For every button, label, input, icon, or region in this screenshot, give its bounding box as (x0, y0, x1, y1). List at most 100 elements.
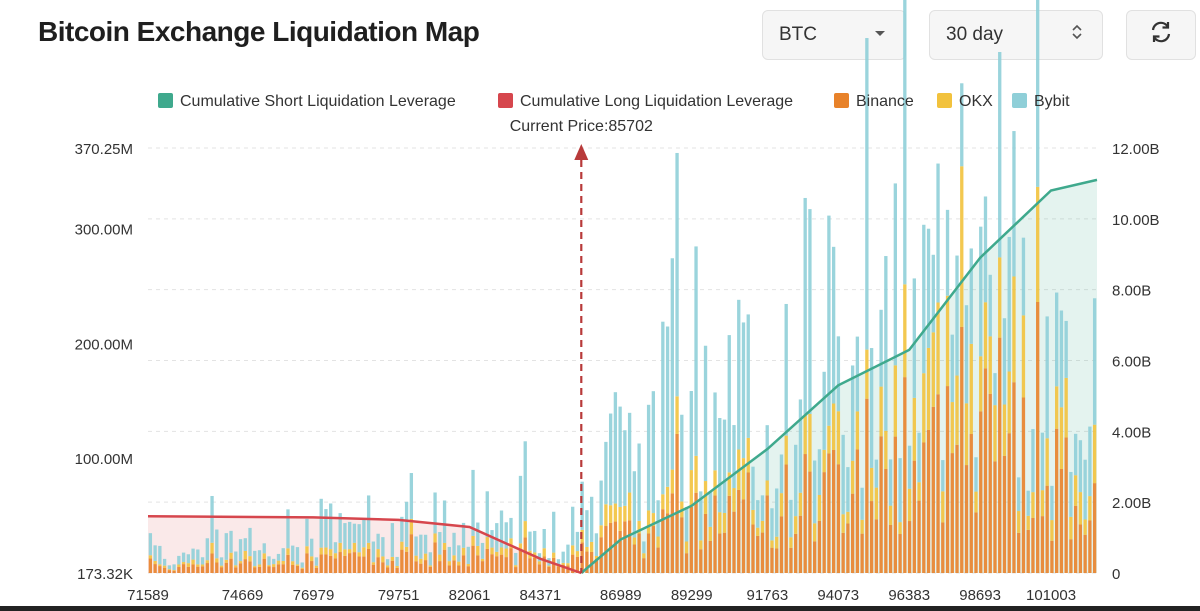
okx-bar (903, 284, 907, 378)
bybit-bar (955, 255, 959, 376)
okx-bar (822, 449, 826, 473)
okx-bar (1017, 511, 1021, 533)
okx-bar (627, 492, 632, 521)
bybit-bar (988, 274, 992, 337)
bybit-bar (314, 557, 319, 566)
binance-bar (893, 436, 897, 573)
binance-bar (561, 564, 565, 573)
bybit-bar (338, 513, 342, 543)
okx-bar (177, 564, 181, 568)
bybit-bar (310, 538, 314, 557)
binance-bar (1059, 468, 1064, 573)
binance-bar (960, 326, 964, 573)
okx-bar (794, 516, 798, 534)
legend-bybit-label: Bybit (1034, 93, 1070, 110)
x-axis-tick-label: 71589 (127, 587, 169, 604)
x-axis-tick-label: 79751 (378, 587, 420, 604)
bybit-bar (589, 496, 594, 542)
bybit-bar (865, 38, 869, 350)
okx-bar (912, 397, 916, 461)
bybit-bar (376, 533, 380, 550)
right-axis-tick-label: 8.00B (1112, 283, 1151, 300)
bybit-bar (926, 228, 931, 348)
bybit-bar (893, 183, 897, 366)
refresh-icon (1148, 19, 1174, 51)
okx-bar (504, 548, 508, 558)
okx-bar (741, 458, 746, 500)
bybit-bar (504, 522, 508, 549)
bybit-bar (703, 345, 708, 482)
bybit-bar (518, 475, 523, 544)
okx-bar (855, 411, 860, 450)
right-axis-ticks: 12.00B 10.00B 8.00B 6.00B 4.00B 2.00B 0 (1112, 141, 1160, 583)
binance-bar (552, 557, 556, 573)
bybit-bar (509, 517, 513, 539)
bybit-bar (665, 326, 670, 487)
okx-bar (158, 564, 162, 567)
bybit-bar (642, 541, 646, 554)
binance-bar (756, 535, 760, 573)
bybit-bar (523, 441, 527, 522)
binance-bar (381, 562, 385, 573)
okx-bar (784, 435, 788, 465)
bybit-bar (533, 530, 537, 553)
binance-bar (912, 460, 916, 573)
binance-bar (983, 368, 988, 573)
bybit-bar (1031, 429, 1035, 493)
bybit-bar (879, 309, 883, 387)
bybit-bar (196, 549, 200, 565)
refresh-button[interactable] (1126, 10, 1196, 60)
binance-bar (257, 566, 262, 573)
binance-bar (831, 449, 836, 573)
bybit-bar (381, 537, 385, 557)
okx-bar (371, 562, 376, 565)
okx-bar (1073, 475, 1078, 506)
okx-bar (708, 526, 712, 541)
okx-bar (257, 564, 262, 567)
okx-bar (604, 504, 608, 527)
bybit-bar (974, 457, 978, 492)
binance-bar (248, 561, 252, 573)
binance-bar (661, 509, 665, 573)
binance-bar (366, 548, 371, 573)
range-select[interactable]: 30 day (929, 10, 1103, 60)
binance-bar (447, 565, 451, 573)
bybit-bar (604, 441, 608, 505)
okx-bar (1002, 404, 1007, 456)
okx-bar (1059, 407, 1064, 469)
binance-bar (741, 499, 746, 573)
binance-bar (646, 533, 651, 573)
bottom-divider (0, 606, 1200, 611)
bybit-bar (580, 481, 584, 530)
okx-bar (362, 547, 366, 557)
binance-bar (181, 564, 186, 573)
binance-bar (404, 551, 409, 573)
okx-bar (390, 556, 395, 561)
binance-bar (485, 548, 489, 573)
okx-bar (775, 536, 779, 549)
okx-bar (1064, 377, 1068, 438)
okx-bar (153, 560, 157, 565)
okx-bar (1092, 424, 1097, 484)
range-select-value: 30 day (946, 24, 1004, 45)
okx-bar (210, 542, 214, 554)
bybit-bar (428, 552, 432, 566)
binance-bar (495, 556, 499, 573)
bybit-bar (817, 449, 822, 496)
binance-bar (319, 554, 323, 573)
bybit-bar (998, 52, 1002, 258)
bybit-bar (1007, 236, 1011, 372)
okx-bar (452, 555, 456, 561)
bybit-bar (243, 538, 247, 551)
okx-bar (1088, 496, 1092, 521)
binance-bar (205, 563, 209, 573)
coin-select[interactable]: BTC (762, 10, 906, 60)
binance-bar (718, 533, 722, 573)
binance-bar (798, 515, 803, 573)
okx-bar (485, 537, 489, 549)
okx-bar (808, 413, 812, 472)
okx-bar (461, 547, 466, 556)
bybit-bar (400, 516, 404, 542)
bybit-bar (903, 0, 907, 285)
bybit-bar (770, 508, 774, 541)
